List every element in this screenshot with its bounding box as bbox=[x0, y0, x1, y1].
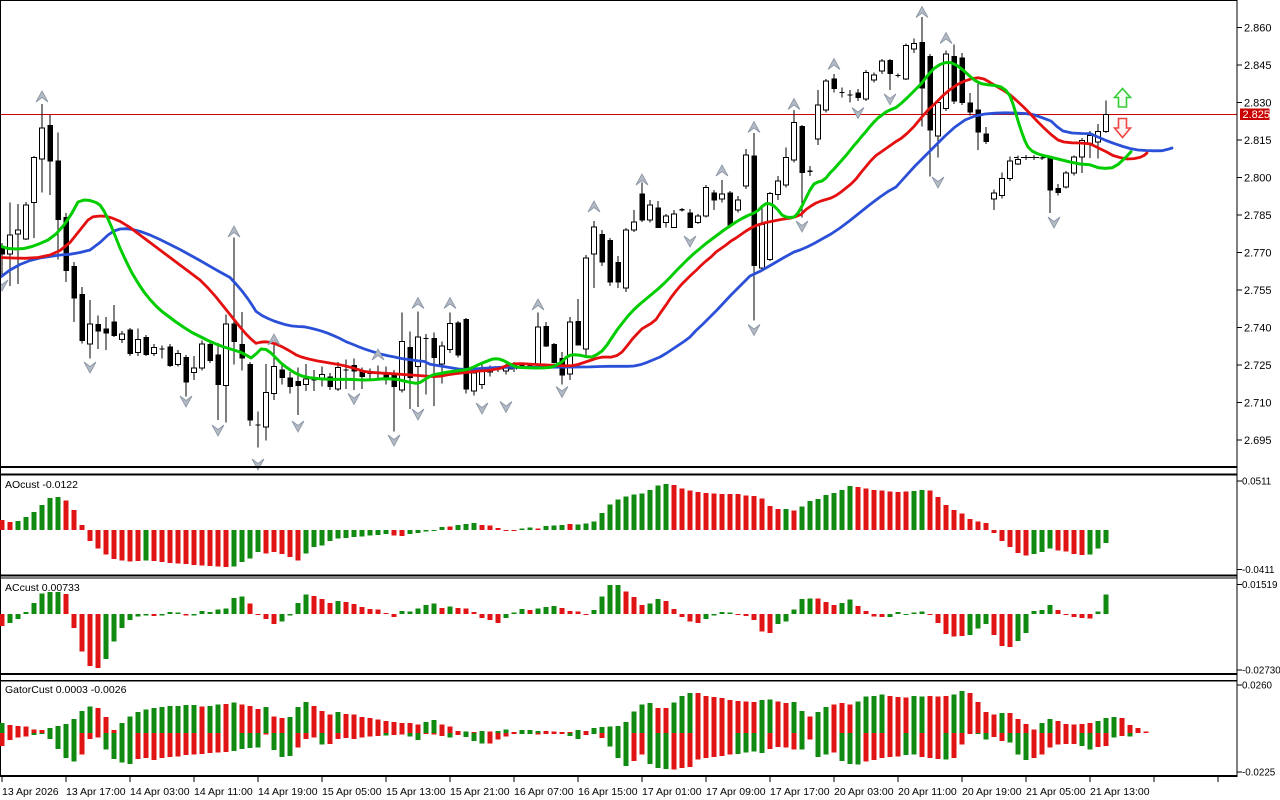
svg-text:AOcust -0.0122: AOcust -0.0122 bbox=[5, 479, 78, 491]
svg-text:21 Apr 05:00: 21 Apr 05:00 bbox=[1026, 786, 1086, 798]
svg-text:15 Apr 21:00: 15 Apr 21:00 bbox=[450, 786, 510, 798]
svg-text:2.755: 2.755 bbox=[1244, 285, 1272, 297]
svg-text:17 Apr 01:00: 17 Apr 01:00 bbox=[642, 786, 702, 798]
svg-text:15 Apr 13:00: 15 Apr 13:00 bbox=[386, 786, 446, 798]
svg-text:ACcust 0.00733: ACcust 0.00733 bbox=[5, 582, 80, 594]
svg-text:16 Apr 15:00: 16 Apr 15:00 bbox=[578, 786, 638, 798]
svg-text:2.770: 2.770 bbox=[1244, 248, 1272, 260]
svg-text:-0.0411: -0.0411 bbox=[1242, 565, 1275, 576]
svg-text:2.825: 2.825 bbox=[1243, 109, 1271, 121]
svg-text:2.815: 2.815 bbox=[1244, 135, 1272, 147]
svg-text:14 Apr 03:00: 14 Apr 03:00 bbox=[130, 786, 190, 798]
svg-text:2.800: 2.800 bbox=[1244, 173, 1272, 185]
svg-text:0.0511: 0.0511 bbox=[1242, 477, 1271, 488]
svg-text:2.725: 2.725 bbox=[1244, 360, 1272, 372]
svg-text:2.860: 2.860 bbox=[1244, 23, 1272, 35]
svg-text:2.845: 2.845 bbox=[1244, 60, 1272, 72]
svg-text:2.785: 2.785 bbox=[1244, 210, 1272, 222]
svg-text:16 Apr 07:00: 16 Apr 07:00 bbox=[514, 786, 574, 798]
svg-text:13 Apr 17:00: 13 Apr 17:00 bbox=[66, 786, 126, 798]
svg-text:0.0260: 0.0260 bbox=[1242, 681, 1273, 692]
svg-text:20 Apr 03:00: 20 Apr 03:00 bbox=[834, 786, 894, 798]
svg-text:17 Apr 17:00: 17 Apr 17:00 bbox=[770, 786, 830, 798]
svg-text:-0.02730: -0.02730 bbox=[1242, 666, 1280, 677]
svg-text:2.830: 2.830 bbox=[1244, 98, 1272, 110]
svg-text:GatorCust 0.0003 -0.0026: GatorCust 0.0003 -0.0026 bbox=[5, 684, 127, 696]
svg-text:17 Apr 09:00: 17 Apr 09:00 bbox=[706, 786, 766, 798]
svg-text:14 Apr 19:00: 14 Apr 19:00 bbox=[258, 786, 318, 798]
svg-text:-0.0225: -0.0225 bbox=[1242, 768, 1276, 779]
svg-text:0.01519: 0.01519 bbox=[1242, 580, 1277, 591]
svg-text:14 Apr 11:00: 14 Apr 11:00 bbox=[194, 786, 253, 798]
svg-text:15 Apr 05:00: 15 Apr 05:00 bbox=[322, 786, 382, 798]
svg-text:20 Apr 19:00: 20 Apr 19:00 bbox=[962, 786, 1022, 798]
svg-text:2.740: 2.740 bbox=[1244, 323, 1272, 335]
svg-text:13 Apr 2026: 13 Apr 2026 bbox=[2, 786, 59, 798]
svg-text:20 Apr 11:00: 20 Apr 11:00 bbox=[898, 786, 957, 798]
svg-text:2.695: 2.695 bbox=[1244, 435, 1272, 447]
svg-text:2.710: 2.710 bbox=[1244, 398, 1272, 410]
svg-text:21 Apr 13:00: 21 Apr 13:00 bbox=[1090, 786, 1150, 798]
